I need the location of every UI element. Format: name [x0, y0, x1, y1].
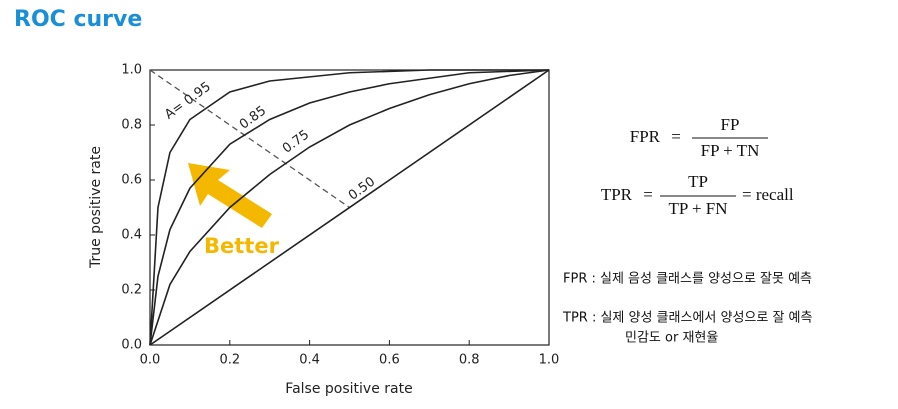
plot-frame — [149, 69, 550, 346]
better-arrow — [188, 163, 272, 228]
curve-label: A= 0.95 — [162, 79, 214, 122]
note: FPR : 실제 음성 클래스를 양성으로 잘못 예측 — [563, 272, 812, 287]
x-tick-label: 0.4 — [299, 353, 320, 368]
reference-line — [149, 69, 350, 209]
formula-numerator: TP — [688, 172, 708, 191]
y-tick-label: 0.0 — [121, 338, 142, 353]
note: TPR : 실제 양성 클래스에서 양성으로 잘 예측 — [562, 311, 813, 326]
roc-curve — [149, 69, 550, 346]
curve-label: 0.85 — [237, 103, 269, 132]
x-tick-label: 0.8 — [459, 353, 480, 368]
slide-title: ROC curve — [14, 7, 142, 32]
formula-eq: = — [671, 127, 681, 146]
roc-curve — [149, 69, 550, 346]
formula-eq: = — [643, 185, 653, 204]
fpr-formula: FPR = FP FP + TN — [630, 115, 768, 160]
formula-lhs: FPR — [630, 127, 661, 146]
x-axis-label: False positive rate — [285, 381, 412, 397]
formula-numerator: FP — [721, 115, 740, 134]
y-tick-label: 1.0 — [121, 63, 142, 78]
roc-curve — [149, 69, 549, 346]
x-tick-label: 0.2 — [219, 353, 240, 368]
y-tick-label: 0.6 — [121, 173, 142, 188]
curve-label: 0.75 — [280, 127, 312, 156]
y-axis-label: True positive rate — [88, 146, 104, 269]
y-tick-label: 0.4 — [121, 228, 142, 243]
formula-denominator: TP + FN — [668, 199, 727, 218]
better-annotation: Better — [204, 234, 280, 258]
x-tick-label: 0.6 — [379, 353, 400, 368]
y-tick-label: 0.8 — [121, 118, 142, 133]
tpr-formula: TPR = TP TP + FN = recall — [601, 172, 794, 218]
y-tick-label: 0.2 — [121, 283, 142, 298]
roc-curve — [149, 69, 550, 346]
note: 민감도 or 재현율 — [625, 331, 718, 346]
x-tick-label: 0.0 — [140, 353, 161, 368]
formula-rhs: = recall — [742, 185, 794, 204]
x-tick-label: 1.0 — [539, 353, 560, 368]
formula-denominator: FP + TN — [701, 141, 760, 160]
formula-lhs: TPR — [601, 185, 633, 204]
